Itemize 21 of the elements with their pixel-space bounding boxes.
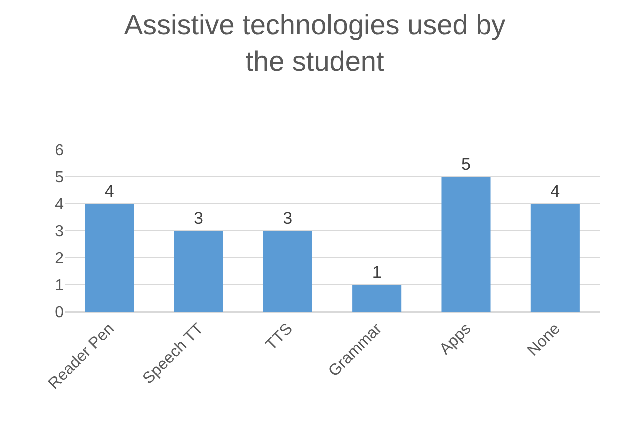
bar <box>530 204 580 312</box>
bar <box>442 177 491 312</box>
data-label: 3 <box>283 209 293 228</box>
y-tick-label: 6 <box>55 142 64 160</box>
y-tick-label: 2 <box>55 250 64 268</box>
y-tick-label: 1 <box>55 278 64 295</box>
bar <box>85 204 134 312</box>
data-label: 4 <box>550 182 560 201</box>
chart-title: Assistive technologies used by the student <box>124 10 506 78</box>
bar <box>174 231 224 312</box>
x-tick-label: TTS <box>263 320 296 354</box>
y-tick-label: 5 <box>55 170 64 187</box>
data-label: 1 <box>372 263 382 282</box>
data-label: 4 <box>104 182 114 201</box>
y-tick-label: 0 <box>55 304 64 322</box>
data-label: 5 <box>462 155 471 174</box>
data-label: 3 <box>194 209 204 228</box>
y-tick-label: 3 <box>55 224 64 241</box>
y-tick-label: 4 <box>55 196 64 214</box>
bar <box>263 231 312 312</box>
bar <box>352 285 402 312</box>
